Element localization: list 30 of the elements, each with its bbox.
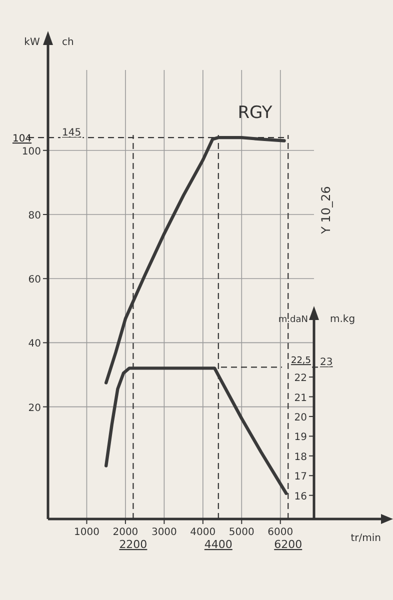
y-axis-title: kW	[24, 37, 40, 48]
y-tick-label: 80	[28, 210, 41, 222]
annotation: m.kg	[330, 314, 356, 325]
x-axis-title: tr/min	[350, 533, 381, 544]
y2-tick-label: 21	[294, 392, 307, 404]
y2-tick-label: 18	[294, 452, 307, 463]
y2-tick-label: 22	[294, 373, 307, 384]
ref-line-label: 22,5	[290, 356, 312, 366]
x-tick-label: 3000	[151, 527, 177, 538]
ref-line-label: 6200	[274, 538, 302, 551]
ref-line-label: 4400	[204, 538, 232, 551]
x-tick-label: 4000	[190, 527, 216, 538]
x-tick-label: 5000	[228, 527, 254, 538]
x-tick-label: 1000	[74, 527, 100, 538]
y2-tick-label: 17	[294, 472, 307, 483]
y-tick-label: 40	[28, 338, 41, 350]
text: RGY	[238, 103, 273, 123]
y2-tick-label: 16	[294, 491, 307, 502]
x-tick-label: 6000	[268, 527, 294, 538]
annotation: ch	[62, 37, 74, 48]
annotation: Y 10_26	[319, 186, 333, 235]
x-tick-label: 2000	[112, 527, 138, 538]
y2-tick-label: 19	[294, 432, 307, 444]
y2-axis-title: m.daN	[278, 315, 308, 325]
ref-line-label: 2200	[119, 538, 148, 551]
y2-tick-label: 20	[294, 412, 307, 424]
ref-line-label: 104	[12, 134, 32, 145]
y-tick-label: 100	[22, 146, 41, 158]
y-tick-label: 60	[28, 274, 41, 286]
y-tick-label: 20	[28, 402, 41, 414]
